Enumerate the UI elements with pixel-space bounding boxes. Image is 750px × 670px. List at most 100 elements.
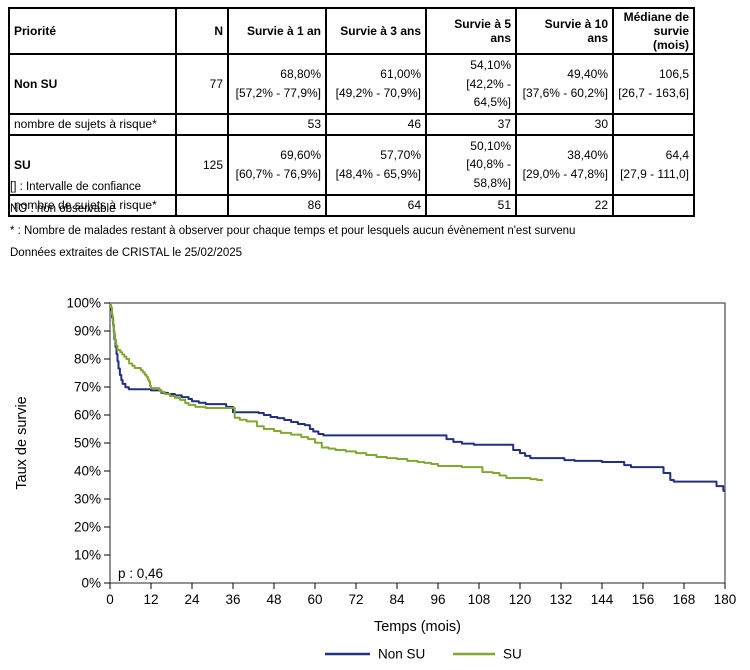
y-tick-label: 80% xyxy=(74,352,101,367)
y-tick-label: 50% xyxy=(74,436,101,451)
row-label-su: SU xyxy=(8,133,177,196)
empty-cell xyxy=(612,193,695,217)
risk-count: 22 xyxy=(515,193,614,217)
x-tick-label: 144 xyxy=(591,592,614,607)
footnote-data-source: Données extraites de CRISTAL le 25/02/20… xyxy=(10,247,243,259)
table-row-risk-su: nombre de sujets à risque* 86 64 51 22 xyxy=(8,193,695,217)
non-su-survie-1an: 68,80% [57,2% - 77,9%] xyxy=(227,53,327,115)
estimate-value: 64,4 xyxy=(665,148,689,163)
estimate-value: 69,60% xyxy=(280,148,321,163)
col-header-mediane: Médiane de survie (mois) xyxy=(612,7,695,55)
y-tick-label: 70% xyxy=(74,380,101,395)
table-row-risk-non-su: nombre de sujets à risque* 53 46 37 30 xyxy=(8,112,695,136)
estimate-value: 50,10% xyxy=(470,138,511,153)
estimate-value: 38,40% xyxy=(567,148,608,163)
confidence-interval: [57,2% - 77,9%] xyxy=(235,85,321,100)
x-tick-label: 120 xyxy=(509,592,532,607)
col-header-survie-1an: Survie à 1 an xyxy=(227,7,327,55)
x-tick-label: 156 xyxy=(632,592,655,607)
legend-label-non-su: Non SU xyxy=(378,647,425,662)
y-tick-label: 100% xyxy=(66,296,101,311)
empty-cell xyxy=(175,112,229,136)
su-mediane: 64,4 [27,9 - 111,0] xyxy=(612,133,695,196)
table-header-row: Priorité N Survie à 1 an Survie à 3 ans … xyxy=(8,7,695,55)
x-tick-label: 36 xyxy=(225,592,240,607)
x-tick-label: 108 xyxy=(468,592,491,607)
x-tick-label: 24 xyxy=(184,592,200,607)
confidence-interval: [26,7 - 163,6] xyxy=(618,85,689,100)
confidence-interval: [27,9 - 111,0] xyxy=(620,166,689,181)
estimate-value: 68,80% xyxy=(280,67,321,82)
su-n: 125 xyxy=(175,133,229,196)
estimate-value: 49,40% xyxy=(567,67,608,82)
table-row-non-su: Non SU 77 68,80% [57,2% - 77,9%] 61,00% … xyxy=(8,53,695,115)
su-survie-1an: 69,60% [60,7% - 76,9%] xyxy=(227,133,327,196)
non-su-n: 77 xyxy=(175,53,229,115)
y-tick-label: 30% xyxy=(74,492,101,507)
footnote-at-risk-definition: * : Nombre de malades restant à observer… xyxy=(10,225,576,237)
y-tick-label: 20% xyxy=(74,520,101,535)
x-tick-label: 12 xyxy=(143,592,158,607)
risk-count: 46 xyxy=(325,112,427,136)
estimate-value: 54,10% xyxy=(470,58,511,72)
y-tick-label: 60% xyxy=(74,408,101,423)
y-tick-label: 90% xyxy=(74,324,101,339)
non-su-survie-10ans: 49,40% [37,6% - 60,2%] xyxy=(515,53,614,115)
estimate-value: 106,5 xyxy=(658,67,689,82)
su-survie-10ans: 38,40% [29,0% - 47,8%] xyxy=(515,133,614,196)
footnote-confidence-interval: [] : Intervalle de confiance xyxy=(10,181,142,193)
x-tick-label: 60 xyxy=(307,592,322,607)
risk-count: 86 xyxy=(227,193,327,217)
risk-count: 64 xyxy=(325,193,427,217)
x-tick-label: 180 xyxy=(714,592,737,607)
col-header-priorite: Priorité xyxy=(8,7,177,55)
col-header-n: N xyxy=(175,7,229,55)
x-axis-title: Temps (mois) xyxy=(374,619,461,635)
non-su-survie-3ans: 61,00% [49,2% - 70,9%] xyxy=(325,53,427,115)
survival-curve-su xyxy=(110,302,544,482)
risk-count: 51 xyxy=(425,193,517,217)
col-header-survie-10ans: Survie à 10 ans xyxy=(515,7,614,55)
y-tick-label: 40% xyxy=(74,464,101,479)
confidence-interval: [29,0% - 47,8%] xyxy=(522,166,608,181)
survival-curve-non-su xyxy=(110,302,725,492)
non-su-survie-5ans: 54,10% [42,2% - 64,5%] xyxy=(425,53,517,115)
confidence-interval: [49,2% - 70,9%] xyxy=(335,85,421,100)
table-row-su: SU 125 69,60% [60,7% - 76,9%] 57,70% [48… xyxy=(8,133,695,196)
su-survie-3ans: 57,70% [48,4% - 65,9%] xyxy=(325,133,427,196)
estimate-value: 61,00% xyxy=(380,67,421,82)
x-tick-label: 96 xyxy=(430,592,445,607)
confidence-interval: [37,6% - 60,2%] xyxy=(522,85,608,100)
p-value-label: p : 0,46 xyxy=(118,566,163,581)
y-tick-label: 0% xyxy=(81,576,101,591)
y-axis-title: Taux de survie xyxy=(14,396,30,490)
col-header-survie-5ans: Survie à 5 ans xyxy=(425,7,517,55)
su-survie-5ans: 50,10% [40,8% - 58,8%] xyxy=(425,133,517,196)
row-label-risk: nombre de sujets à risque* xyxy=(8,112,177,136)
footnote-non-observable: NO : non observable xyxy=(10,203,116,215)
empty-cell xyxy=(612,112,695,136)
risk-count: 30 xyxy=(515,112,614,136)
confidence-interval: [48,4% - 65,9%] xyxy=(335,166,421,181)
x-tick-label: 72 xyxy=(348,592,363,607)
confidence-interval: [42,2% - 64,5%] xyxy=(466,76,511,110)
risk-count: 53 xyxy=(227,112,327,136)
x-tick-label: 48 xyxy=(266,592,281,607)
legend-label-su: SU xyxy=(503,647,522,662)
x-tick-label: 0 xyxy=(106,592,114,607)
plot-frame xyxy=(109,302,726,584)
x-tick-label: 84 xyxy=(389,592,405,607)
confidence-interval: [40,8% - 58,8%] xyxy=(466,157,511,190)
y-tick-label: 10% xyxy=(74,548,101,563)
empty-cell xyxy=(175,193,229,217)
estimate-value: 57,70% xyxy=(380,148,421,163)
x-tick-label: 132 xyxy=(550,592,573,607)
col-header-survie-3ans: Survie à 3 ans xyxy=(325,7,427,55)
confidence-interval: [60,7% - 76,9%] xyxy=(235,166,321,181)
x-tick-label: 168 xyxy=(673,592,696,607)
non-su-mediane: 106,5 [26,7 - 163,6] xyxy=(612,53,695,115)
survival-table: Priorité N Survie à 1 an Survie à 3 ans … xyxy=(8,7,695,217)
risk-count: 37 xyxy=(425,112,517,136)
kaplan-meier-chart: 0% 10% 20% 30% 40% 50% 60% 70% 80% 90% 100% 0 12 24 36… xyxy=(14,296,737,662)
